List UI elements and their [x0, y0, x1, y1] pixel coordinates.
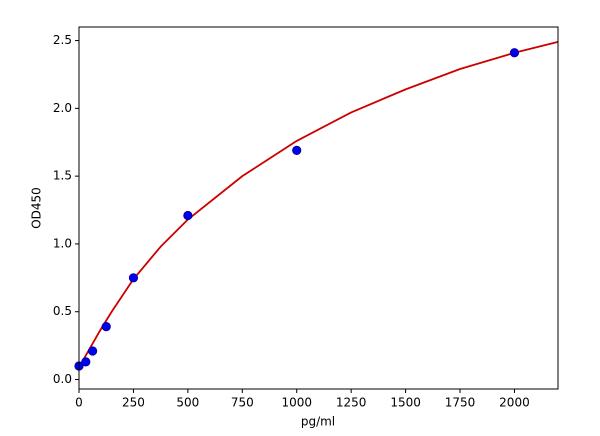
data-point	[509, 48, 520, 58]
y-tick-label: 1.5	[53, 169, 72, 183]
data-point	[292, 145, 302, 155]
x-tick-label: 750	[231, 396, 254, 410]
y-tick-label: 0.5	[53, 304, 72, 318]
x-tick-label: 1750	[445, 396, 476, 410]
plot-frame	[78, 26, 559, 390]
data-point	[88, 346, 98, 356]
x-tick-label: 1250	[336, 396, 367, 410]
y-axis-label: OD450	[30, 187, 44, 229]
data-point	[128, 273, 139, 283]
y-tick-label: 0.0	[53, 372, 72, 386]
x-tick-label: 1500	[390, 396, 421, 410]
x-tick-label: 1000	[281, 396, 312, 410]
data-point	[101, 322, 111, 332]
x-tick-label: 500	[176, 396, 199, 410]
x-tick-label: 2000	[499, 396, 530, 410]
data-point	[183, 210, 193, 221]
y-tick-label: 2.5	[53, 33, 72, 47]
x-axis-label: pg/ml	[301, 415, 335, 429]
data-point	[81, 357, 91, 367]
x-tick-label: 250	[122, 396, 145, 410]
y-tick-label: 2.0	[53, 101, 72, 115]
fit-curve	[78, 41, 559, 368]
y-tick-label: 1.0	[53, 236, 72, 250]
x-tick-label: 0	[75, 396, 83, 410]
